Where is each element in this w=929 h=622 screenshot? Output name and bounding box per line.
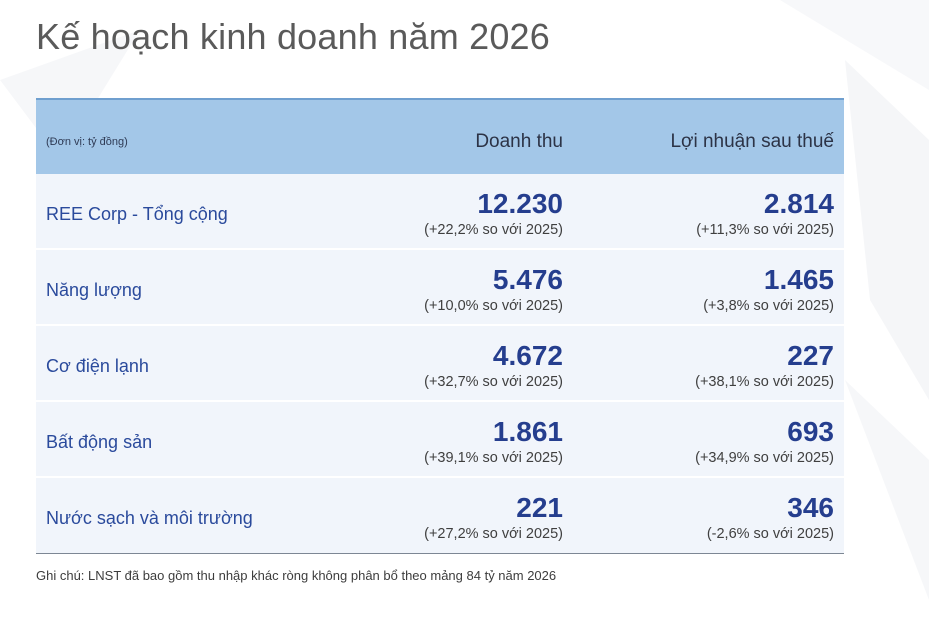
unit-label: (Đơn vị: tỷ đồng) bbox=[46, 136, 128, 148]
row-label: REE Corp - Tổng cộng bbox=[46, 204, 228, 224]
column-header-revenue: Doanh thu bbox=[475, 131, 563, 152]
table-header: (Đơn vị: tỷ đồng) Doanh thu Lợi nhuận sa… bbox=[36, 98, 844, 174]
revenue-change: (+22,2% so với 2025) bbox=[424, 222, 563, 238]
table-row: Năng lượng 5.476 (+10,0% so với 2025) 1.… bbox=[36, 250, 844, 326]
table-row: Nước sạch và môi trường 221 (+27,2% so v… bbox=[36, 478, 844, 554]
profit-cell: 2.814 (+11,3% so với 2025) bbox=[696, 188, 834, 238]
revenue-value: 12.230 bbox=[477, 188, 563, 219]
column-header-profit: Lợi nhuận sau thuế bbox=[670, 131, 834, 152]
revenue-cell: 221 (+27,2% so với 2025) bbox=[424, 492, 563, 542]
revenue-change: (+32,7% so với 2025) bbox=[424, 374, 563, 390]
table-row: REE Corp - Tổng cộng 12.230 (+22,2% so v… bbox=[36, 174, 844, 250]
profit-change: (+34,9% so với 2025) bbox=[695, 450, 834, 466]
revenue-change: (+10,0% so với 2025) bbox=[424, 298, 563, 314]
revenue-cell: 5.476 (+10,0% so với 2025) bbox=[424, 264, 563, 314]
profit-change: (-2,6% so với 2025) bbox=[706, 526, 834, 542]
profit-change: (+11,3% so với 2025) bbox=[696, 222, 834, 238]
profit-cell: 346 (-2,6% so với 2025) bbox=[707, 492, 834, 542]
business-plan-table: (Đơn vị: tỷ đồng) Doanh thu Lợi nhuận sa… bbox=[36, 98, 844, 554]
profit-value: 693 bbox=[787, 416, 834, 447]
page-title: Kế hoạch kinh doanh năm 2026 bbox=[36, 16, 550, 57]
profit-cell: 227 (+38,1% so với 2025) bbox=[695, 340, 834, 390]
table-row: Bất động sản 1.861 (+39,1% so với 2025) … bbox=[36, 402, 844, 478]
profit-change: (+3,8% so với 2025) bbox=[703, 298, 834, 314]
table-row: Cơ điện lạnh 4.672 (+32,7% so với 2025) … bbox=[36, 326, 844, 402]
profit-cell: 693 (+34,9% so với 2025) bbox=[695, 416, 834, 466]
revenue-cell: 12.230 (+22,2% so với 2025) bbox=[424, 188, 563, 238]
row-label: Nước sạch và môi trường bbox=[46, 508, 253, 528]
profit-value: 1.465 bbox=[763, 264, 834, 295]
profit-value: 227 bbox=[787, 340, 834, 371]
profit-cell: 1.465 (+3,8% so với 2025) bbox=[703, 264, 834, 314]
revenue-change: (+27,2% so với 2025) bbox=[424, 526, 563, 542]
revenue-value: 221 bbox=[516, 492, 563, 523]
revenue-value: 5.476 bbox=[492, 264, 563, 295]
footnote: Ghi chú: LNST đã bao gồm thu nhập khác r… bbox=[36, 568, 557, 583]
row-label: Cơ điện lạnh bbox=[46, 356, 149, 376]
profit-change: (+38,1% so với 2025) bbox=[695, 374, 834, 390]
revenue-value: 1.861 bbox=[492, 416, 563, 447]
row-label: Năng lượng bbox=[46, 280, 142, 300]
revenue-cell: 1.861 (+39,1% so với 2025) bbox=[424, 416, 563, 466]
profit-value: 346 bbox=[787, 492, 834, 523]
revenue-value: 4.672 bbox=[492, 340, 563, 371]
revenue-cell: 4.672 (+32,7% so với 2025) bbox=[424, 340, 563, 390]
revenue-change: (+39,1% so với 2025) bbox=[424, 450, 563, 466]
row-label: Bất động sản bbox=[46, 432, 153, 452]
profit-value: 2.814 bbox=[763, 188, 834, 219]
